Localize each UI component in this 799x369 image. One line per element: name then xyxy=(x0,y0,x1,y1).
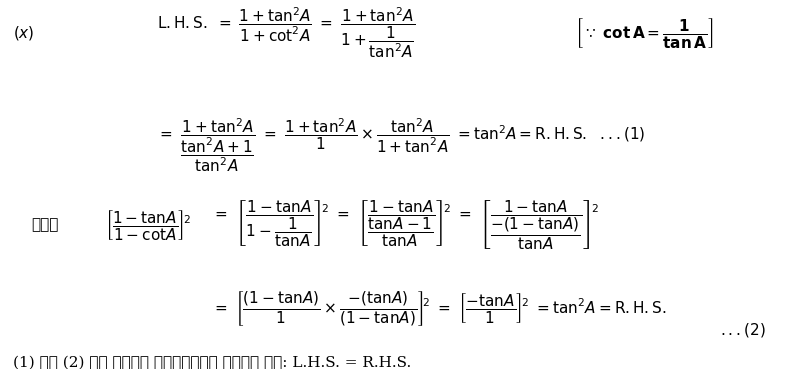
Text: $=\ \left[\dfrac{1-\tan\!A}{1-\dfrac{1}{\tan\!A}}\right]^{\!2}\ =\ \left[\dfrac{: $=\ \left[\dfrac{1-\tan\!A}{1-\dfrac{1}{… xyxy=(213,199,600,251)
Text: $\left[\dfrac{1-\tan\!A}{1-\cot\!A}\right]^{\!2}$: $\left[\dfrac{1-\tan\!A}{1-\cot\!A}\righ… xyxy=(105,208,191,242)
Text: तथा: तथा xyxy=(31,218,58,232)
Text: $=\ \dfrac{1+\tan^2\!A}{\dfrac{\tan^2\!A+1}{\tan^2\!A}}\ =\ \dfrac{1+\tan^2\!A}{: $=\ \dfrac{1+\tan^2\!A}{\dfrac{\tan^2\!A… xyxy=(157,116,645,174)
Text: $=\ \left[\dfrac{(1-\tan\!A)}{1}\times\dfrac{-(\tan\!A)}{(1-\tan\!A)}\right]^{\!: $=\ \left[\dfrac{(1-\tan\!A)}{1}\times\d… xyxy=(213,289,667,328)
Text: (1) और (2) से हमें प्राप्त होता है: L.H.S. = R.H.S.: (1) और (2) से हमें प्राप्त होता है: L.H.… xyxy=(14,356,411,369)
Text: $(x)$: $(x)$ xyxy=(14,24,35,42)
Text: $\mathrm{L.H.S.}\ =\ \dfrac{1+\tan^2\!A}{1+\cot^2\!A}\ =\ \dfrac{1+\tan^2\!A}{1+: $\mathrm{L.H.S.}\ =\ \dfrac{1+\tan^2\!A}… xyxy=(157,5,415,60)
Text: $...(2)$: $...(2)$ xyxy=(720,321,765,339)
Text: $\left[\because\ \mathbf{cot\,A} = \dfrac{\mathbf{1}}{\mathbf{tan\,A}}\right]$: $\left[\because\ \mathbf{cot\,A} = \dfra… xyxy=(574,16,714,50)
